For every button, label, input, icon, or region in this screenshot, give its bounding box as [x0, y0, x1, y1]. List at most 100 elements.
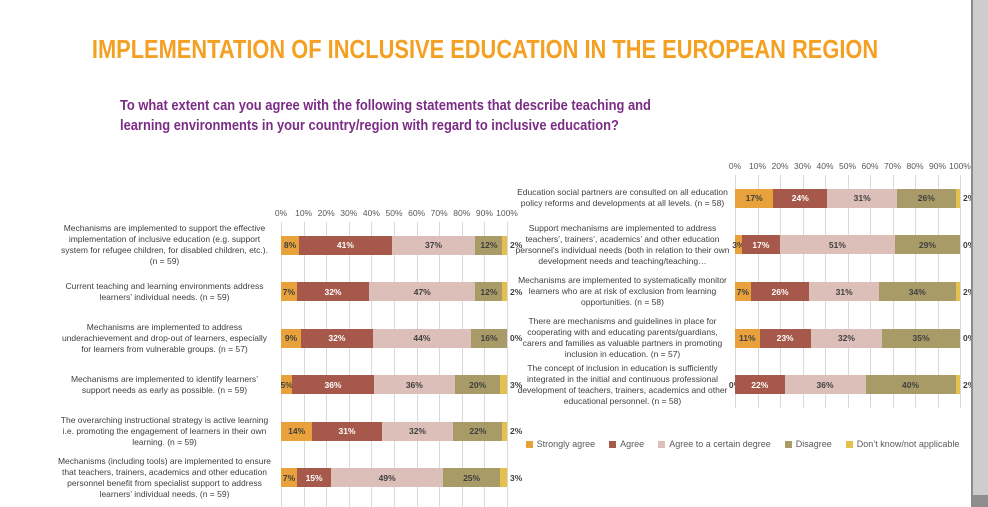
bar-segment-strongly_agree: 11%	[735, 328, 760, 348]
bar-segment-dont_know	[502, 235, 507, 255]
segment-value-label: 3%	[732, 239, 745, 250]
axis-tick-label: 90%	[928, 161, 947, 171]
category-label: Mechanisms are implemented to identify l…	[70, 373, 259, 395]
axis-tick-label: 100%	[496, 208, 518, 218]
segment-value-label: 22%	[751, 379, 769, 390]
segment-value-label: 31%	[853, 193, 871, 204]
category-label: There are mechanisms and guidelines in p…	[522, 315, 723, 360]
bar-segment-disagree: 34%	[879, 282, 956, 301]
segment-value-label: 5%	[280, 379, 293, 390]
segment-value-label: 32%	[408, 426, 426, 437]
segment-value-label: 36%	[405, 379, 423, 390]
legend-item: Don’t know/not applicable	[845, 439, 960, 449]
bar-segment-agree_certain: 31%	[809, 282, 879, 301]
window-edge-line	[971, 0, 973, 507]
segment-value-label: 26%	[771, 286, 789, 297]
gridline	[394, 222, 395, 507]
segment-value-label: 47%	[413, 286, 431, 297]
segment-value-label: 2%	[510, 240, 523, 251]
stacked-bar: 7% 26% 31% 34% 2%	[735, 282, 975, 301]
segment-value-label: 3%	[510, 379, 523, 390]
segment-value-label: 26%	[917, 193, 935, 204]
gridline	[416, 222, 418, 507]
segment-value-label: 51%	[828, 239, 846, 250]
segment-value-label: 36%	[816, 379, 834, 390]
segment-value-label: 40%	[901, 379, 920, 390]
gridline	[303, 222, 305, 507]
segment-value-label: 25%	[463, 472, 481, 483]
segment-value-label: 24%	[791, 193, 809, 204]
bar-segment-dont_know	[955, 375, 960, 395]
gridline	[281, 222, 282, 507]
segment-value-label: 31%	[338, 426, 356, 437]
segment-value-label: 0%	[963, 239, 976, 250]
legend-label: Agree	[620, 439, 645, 449]
segment-value-label: 3%	[510, 472, 523, 483]
axis-tick-label: 40%	[816, 161, 834, 171]
axis-tick-label: 70%	[883, 161, 902, 171]
bar-segment-agree: 22%	[735, 375, 785, 395]
segment-value-label: 32%	[324, 286, 342, 297]
axis-tick-label: 60%	[408, 208, 426, 218]
stacked-bar: 8% 41% 37% 12% 2%	[281, 235, 522, 255]
segment-value-label: 31%	[835, 286, 853, 297]
segment-value-label: 22%	[469, 426, 487, 437]
bar-segment-strongly_agree: 8%	[281, 235, 300, 255]
bar-segment-agree_certain: 37%	[391, 235, 476, 255]
bar-segment-agree: 31%	[312, 421, 382, 441]
bar-segment-dont_know	[955, 188, 960, 208]
stacked-bar: 14% 31% 32% 22% 2%	[281, 421, 522, 441]
segment-value-label: 12%	[480, 240, 498, 251]
window-edge-corner	[973, 495, 988, 507]
category-label: The overarching instructional strategy i…	[60, 414, 269, 447]
bar-segment-strongly_agree: 7%	[735, 282, 751, 301]
segment-value-label: 2%	[963, 193, 976, 204]
category-label: Mechanisms are implemented to address un…	[61, 321, 268, 354]
axis-tick-label: 70%	[430, 208, 448, 218]
bar-segment-disagree: 29%	[894, 235, 960, 255]
segment-value-label: 36%	[324, 379, 342, 390]
segment-value-label: 44%	[413, 333, 431, 344]
segment-value-label: 16%	[480, 333, 498, 344]
axis-ticks: 0% 10% 20% 30% 40% 50% 60% 70% 80% 90% 100%	[275, 208, 518, 222]
segment-value-label: 2%	[510, 426, 523, 437]
axis-tick-label: 40%	[362, 208, 380, 218]
category-label: Support mechanisms are implemented to ad…	[515, 222, 730, 266]
bar-segment-agree: 26%	[750, 282, 810, 301]
segment-value-label: 7%	[736, 286, 750, 297]
bar-segment-agree_certain: 32%	[381, 421, 454, 441]
stacked-bar: 5% 36% 36% 20% 3%	[280, 375, 522, 395]
segment-value-label: 15%	[305, 472, 323, 483]
bar-segment-strongly_agree: 14%	[281, 421, 313, 441]
stacked-bar: 9% 32% 44% 16% 0%	[281, 328, 522, 348]
axis-tick-label: 90%	[475, 208, 493, 218]
legend-label: Agree to a certain degree	[669, 439, 771, 449]
bar-segment-agree: 32%	[296, 282, 370, 302]
stacked-bar: 7% 32% 47% 12% 2%	[281, 282, 522, 302]
bar-segment-strongly_agree: 5%	[280, 375, 293, 395]
bar-segment-strongly_agree: 17%	[735, 188, 774, 208]
bar-segment-agree_certain: 36%	[373, 375, 456, 395]
bar-segment-strongly_agree: 7%	[281, 468, 297, 488]
bar-segment-agree: 15%	[296, 468, 332, 488]
segment-value-label: 0%	[510, 333, 523, 344]
page-title-text: IMPLEMENTATION OF INCLUSIVE EDUCATION IN…	[91, 34, 879, 64]
segment-value-label: 2%	[963, 379, 976, 390]
legend-item: Agree to a certain degree	[658, 439, 771, 449]
axis-tick-label: 0%	[728, 161, 742, 171]
axis-tick-label: 30%	[793, 161, 812, 171]
legend-item: Agree	[609, 439, 644, 449]
legend-label: Don’t know/not applicable	[856, 439, 960, 449]
axis-tick-label: 0%	[274, 208, 288, 218]
survey-question: To what extent can you agree with the fo…	[120, 97, 651, 135]
axis-tick-label: 10%	[748, 161, 767, 171]
segment-value-label: 35%	[912, 333, 930, 344]
bar-segment-dont_know	[500, 375, 507, 395]
legend-swatch-strongly_agree	[525, 440, 533, 448]
gridline	[439, 222, 441, 507]
segment-value-label: 29%	[918, 239, 936, 250]
bar-segment-disagree: 12%	[475, 282, 503, 302]
gridline	[484, 222, 486, 507]
axis-tick-label: 30%	[340, 208, 358, 218]
